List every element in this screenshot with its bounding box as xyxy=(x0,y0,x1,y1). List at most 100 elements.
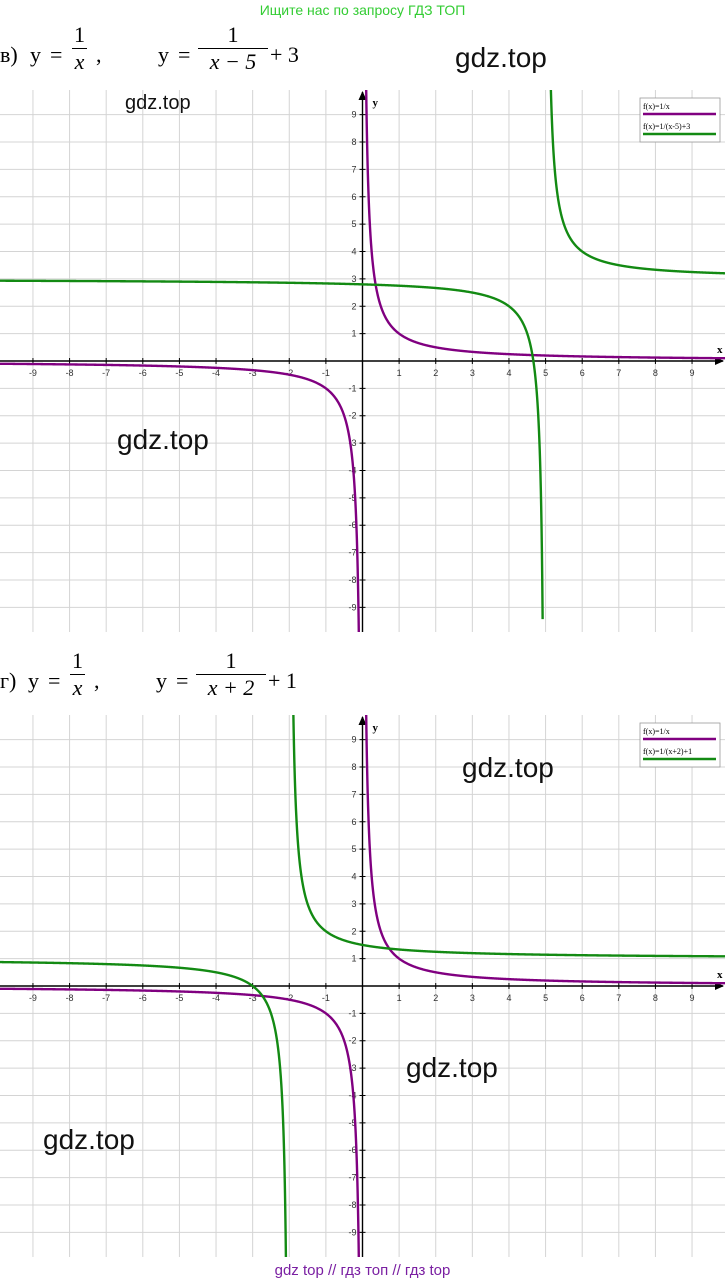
x-tick-label: -5 xyxy=(175,993,183,1003)
fraction: 1 x xyxy=(70,648,85,701)
x-tick-label: -6 xyxy=(139,993,147,1003)
y-tick-label: 3 xyxy=(351,899,356,909)
y-tick-label: -6 xyxy=(348,1145,356,1155)
x-tick-label: -4 xyxy=(212,368,220,378)
fraction-denominator: x xyxy=(74,49,85,74)
fraction-bar xyxy=(70,674,85,675)
x-tick-label: 6 xyxy=(580,993,585,1003)
y-tick-label: 7 xyxy=(351,789,356,799)
watermark: gdz.top xyxy=(406,1052,498,1083)
fraction-denominator: x − 5 xyxy=(209,49,257,74)
x-tick-label: -3 xyxy=(249,368,257,378)
legend-label-2: f(x)=1/(x-5)+3 xyxy=(643,122,690,131)
y-tick-label: -6 xyxy=(348,520,356,530)
chart-g-svg: -9 -8 -7 -6 -5 -4 -3 -2 -1 1 2 3 4 5 6 7 8 9 9 8 7 6 5 4 3 2 1 -1 -2… xyxy=(0,715,725,1257)
x-tick-label: 2 xyxy=(433,368,438,378)
x-tick-label: 5 xyxy=(543,993,548,1003)
fraction-numerator: 1 xyxy=(74,22,85,47)
x-tick-label: 1 xyxy=(397,368,402,378)
y-tick-label: -2 xyxy=(348,1036,356,1046)
fraction: 1 x xyxy=(72,22,87,75)
equation-lhs: y xyxy=(158,42,169,67)
y-tick-label: 7 xyxy=(351,164,356,174)
equals-sign: = xyxy=(178,42,191,67)
y-tick-label: 5 xyxy=(351,219,356,229)
x-tick-label: 1 xyxy=(397,993,402,1003)
y-tick-label: -7 xyxy=(348,1173,356,1183)
y-tick-label: -5 xyxy=(348,1118,356,1128)
y-tick-label: 9 xyxy=(351,110,356,120)
equals-sign: = xyxy=(50,42,63,67)
y-axis-label: y xyxy=(373,97,379,109)
y-tick-label: -9 xyxy=(348,602,356,612)
x-tick-label: -9 xyxy=(29,993,37,1003)
watermark: gdz.top xyxy=(455,42,547,73)
y-axis-arrow xyxy=(358,91,367,100)
watermark: gdz.top xyxy=(43,1124,135,1155)
equation-lhs: y xyxy=(156,668,167,693)
equation-tail: , xyxy=(96,42,102,67)
x-tick-label: -8 xyxy=(66,368,74,378)
x-tick-label: 4 xyxy=(506,993,511,1003)
fraction-bar xyxy=(198,48,268,49)
series-curve-2 xyxy=(0,90,725,620)
chart-v: -9 -8 -7 -6 -5 -4 -3 -2 -1 1 2 3 4 5 6 7 8 9 9 8 7 6 5 4 3 2 1 -1 -2… xyxy=(0,90,725,632)
y-tick-label: 3 xyxy=(351,274,356,284)
y-tick-label: 5 xyxy=(351,844,356,854)
y-tick-label: -9 xyxy=(348,1227,356,1237)
chart-g: -9 -8 -7 -6 -5 -4 -3 -2 -1 1 2 3 4 5 6 7 8 9 9 8 7 6 5 4 3 2 1 -1 -2… xyxy=(0,715,725,1257)
x-axis-label: x xyxy=(717,969,723,981)
fraction: 1 x + 2 xyxy=(196,648,266,701)
y-tick-label: 4 xyxy=(351,247,356,257)
x-tick-label: -7 xyxy=(102,368,110,378)
problem-v-heading: в) y = 1 x , y = 1 x − 5 + 3 xyxy=(0,18,725,88)
footer-links[interactable]: gdz top // гдз топ // гдз top xyxy=(274,1262,451,1279)
search-banner[interactable]: Ищите нас по запросу ГДЗ ТОП xyxy=(259,2,466,18)
y-tick-label: -3 xyxy=(348,1063,356,1073)
watermark: gdz.top xyxy=(462,752,554,783)
y-axis-label: y xyxy=(373,722,379,734)
problem-label: в) xyxy=(0,42,18,67)
y-axis-arrow xyxy=(358,716,367,725)
fraction-bar xyxy=(196,674,266,675)
x-tick-label: 6 xyxy=(580,368,585,378)
watermark: gdz.top xyxy=(117,424,209,455)
x-tick-label: 7 xyxy=(616,368,621,378)
problem-g-heading: г) y = 1 x , y = 1 x + 2 + 1 xyxy=(0,642,725,712)
equals-sign: = xyxy=(48,668,61,693)
series-curve-1 xyxy=(0,90,725,632)
fraction-numerator: 1 xyxy=(72,648,83,673)
fraction-denominator: x xyxy=(72,675,83,700)
chart-v-svg: -9 -8 -7 -6 -5 -4 -3 -2 -1 1 2 3 4 5 6 7 8 9 9 8 7 6 5 4 3 2 1 -1 -2… xyxy=(0,90,725,632)
x-tick-label: -2 xyxy=(285,993,293,1003)
fraction: 1 x − 5 xyxy=(198,22,268,75)
equation-tail: + 1 xyxy=(268,668,297,693)
y-tick-label: -7 xyxy=(348,548,356,558)
equation-tail: , xyxy=(94,668,100,693)
legend-label-1: f(x)=1/x xyxy=(643,102,670,111)
fraction-bar xyxy=(72,48,87,49)
y-tick-label: 8 xyxy=(351,762,356,772)
y-tick-label: 4 xyxy=(351,872,356,882)
x-tick-label: -8 xyxy=(66,993,74,1003)
x-tick-label: 9 xyxy=(690,993,695,1003)
problem-label: г) xyxy=(0,668,17,693)
x-tick-label: -2 xyxy=(285,368,293,378)
x-tick-label: 8 xyxy=(653,368,658,378)
legend-label-1: f(x)=1/x xyxy=(643,727,670,736)
x-tick-label: 3 xyxy=(470,368,475,378)
y-tick-label: 2 xyxy=(351,301,356,311)
equation-lhs: y xyxy=(28,668,39,693)
y-tick-label: -8 xyxy=(348,1200,356,1210)
y-tick-label: -2 xyxy=(348,411,356,421)
y-tick-label: -3 xyxy=(348,438,356,448)
series-curve-2 xyxy=(0,715,725,1257)
equation-lhs: y xyxy=(30,42,41,67)
x-tick-label: 4 xyxy=(506,368,511,378)
y-tick-label: -1 xyxy=(348,383,356,393)
x-tick-label: 7 xyxy=(616,993,621,1003)
x-tick-label: 9 xyxy=(690,368,695,378)
x-tick-label: -7 xyxy=(102,993,110,1003)
y-tick-label: 6 xyxy=(351,817,356,827)
fraction-numerator: 1 xyxy=(225,648,237,673)
